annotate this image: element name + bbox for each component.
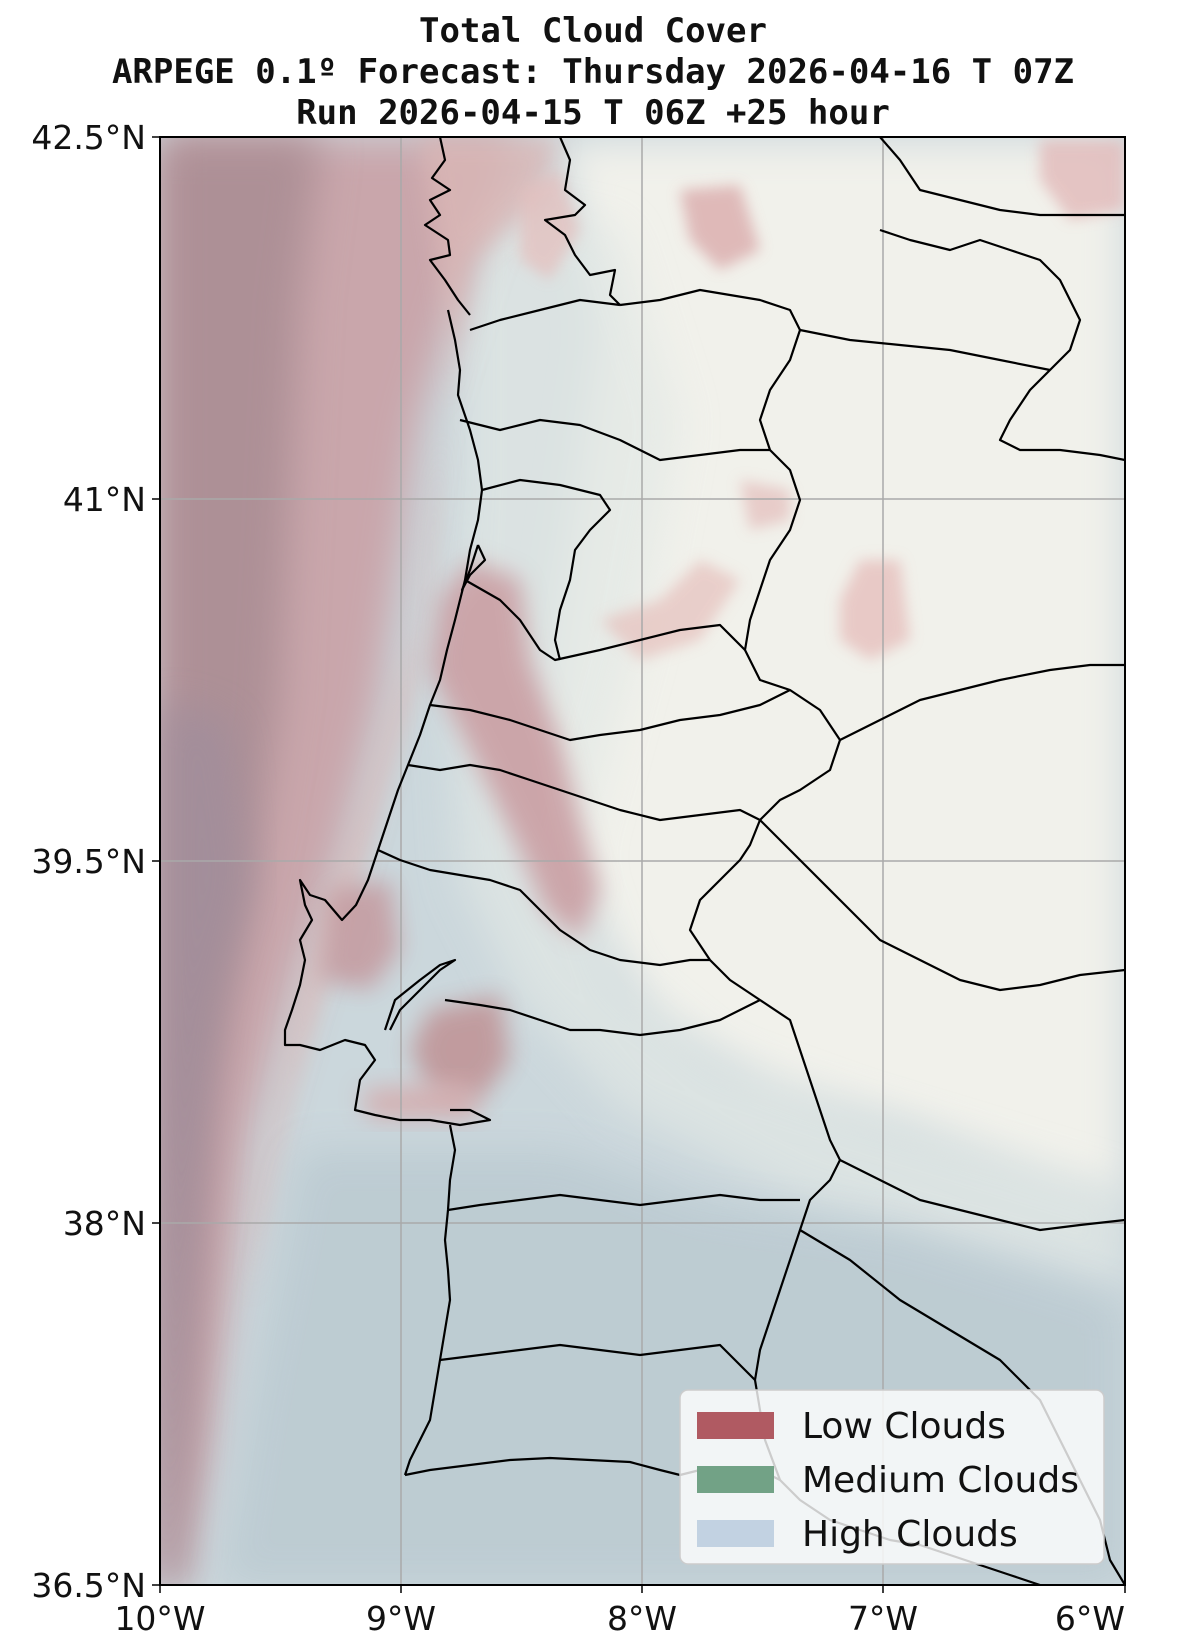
low-cloud-north-patch-b <box>1040 140 1125 220</box>
lat-label-39-5: 39.5°N <box>31 842 146 881</box>
district-line-6 <box>407 763 761 822</box>
title-line-2: ARPEGE 0.1º Forecast: Thursday 2026-04-1… <box>111 52 1075 92</box>
district-line-10 <box>439 1343 756 1381</box>
tick-marks <box>152 136 1126 1593</box>
district-line-9 <box>447 1193 800 1212</box>
light-gray-transition <box>450 200 1125 1290</box>
spain-line-6 <box>839 1159 1125 1232</box>
district-line-8 <box>444 998 761 1037</box>
lat-label-38: 38°N <box>63 1204 146 1243</box>
district-line-7 <box>377 848 710 967</box>
low-cloud-inland-streak <box>430 560 600 940</box>
aveiro-lagoon <box>460 544 487 592</box>
legend-label-high: High Clouds <box>802 1514 1018 1555</box>
lat-label-41: 41°N <box>63 480 146 519</box>
lon-label-7w: 7°W <box>848 1599 918 1638</box>
legend-swatch-high <box>697 1520 774 1547</box>
legend-box <box>679 1389 1105 1565</box>
spain-line-4 <box>839 663 1125 741</box>
district-line-4 <box>464 579 746 662</box>
clear-land-region <box>540 140 1125 1200</box>
galicia-coast <box>423 137 471 316</box>
map-plot-area <box>160 137 1125 1585</box>
spain-line-2 <box>879 228 1125 462</box>
alentejo-coast <box>403 1124 457 1476</box>
low-cloud-north-patch-c <box>840 560 910 660</box>
low-cloud-north-patch-d <box>600 560 740 660</box>
portugal-west-coast <box>283 309 492 1127</box>
lon-label-10w: 10°W <box>114 1599 205 1638</box>
low-cloud-north-patch-e <box>740 480 790 530</box>
district-line-1 <box>469 298 621 332</box>
low-cloud-darkest <box>160 700 250 1585</box>
lat-label-42-5: 42.5°N <box>31 118 146 157</box>
district-line-2 <box>459 418 770 462</box>
legend-label-low: Low Clouds <box>802 1406 1006 1447</box>
lon-label-8w: 8°W <box>607 1599 677 1638</box>
legend-swatch-medium <box>697 1466 774 1493</box>
district-line-3 <box>481 478 612 661</box>
legend-swatch-low <box>697 1412 774 1439</box>
low-cloud-north-patch-a <box>680 185 760 270</box>
lon-label-9w: 9°W <box>366 1599 436 1638</box>
title-line-1: Total Cloud Cover <box>419 11 767 51</box>
title-line-3: Run 2026-04-15 T 06Z +25 hour <box>296 93 890 133</box>
spain-line-5 <box>759 819 1125 992</box>
low-cloud-lisbon-patch <box>320 880 400 990</box>
spain-line-1 <box>879 137 1125 217</box>
rias-coast <box>543 137 621 306</box>
low-cloud-setubal-patch <box>410 995 510 1100</box>
legend-label-medium: Medium Clouds <box>802 1460 1079 1501</box>
lon-label-6w: 6°W <box>1055 1599 1125 1638</box>
lat-label-36-5: 36.5°N <box>31 1566 146 1605</box>
tagus-estuary <box>383 958 457 1031</box>
district-line-5 <box>429 689 791 742</box>
legend: Low Clouds Medium Clouds High Clouds <box>679 1389 1105 1565</box>
spain-line-3 <box>799 328 1051 372</box>
